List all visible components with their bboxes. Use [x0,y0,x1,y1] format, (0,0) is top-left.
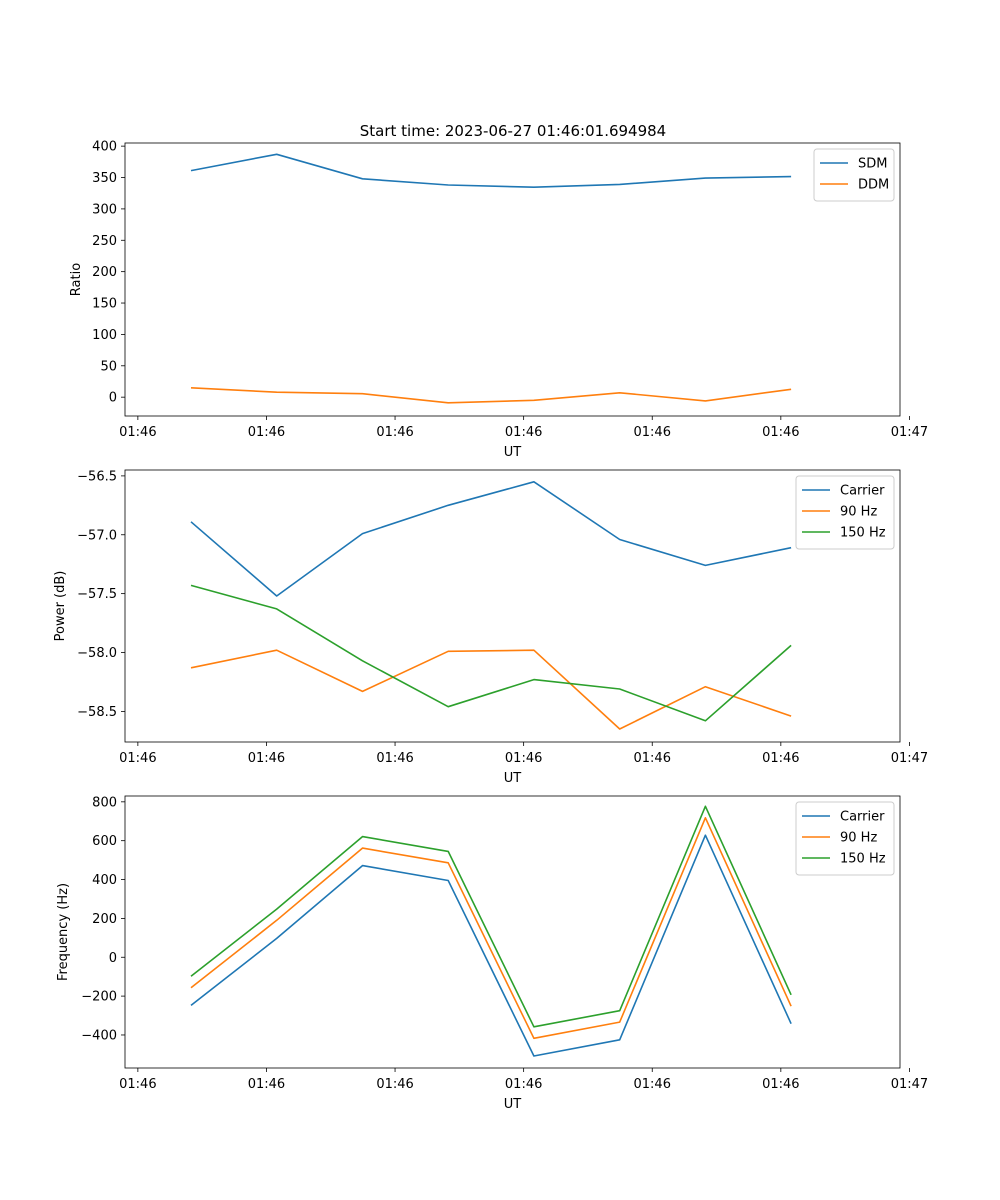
y-tick-label: 800 [92,795,117,810]
y-tick-label: −56.5 [77,469,117,484]
y-tick-label: 0 [109,391,117,406]
x-tick-label: 01:46 [762,751,799,766]
panel-1: 01:46 01:46 01:46 01:46 01:46 01:46 01:47 0 50 10… [69,140,928,460]
legend-label: Carrier [840,810,885,825]
y-tick-label: 250 [92,234,117,249]
legend-box [795,475,895,550]
x-tick-label: 01:46 [376,751,413,766]
series-line-90-hz [190,649,792,730]
x-tick-label: 01:46 [248,1077,285,1092]
y-tick-label: 400 [92,873,117,888]
x-tick-label: 01:47 [891,1077,928,1092]
x-tick-label: 01:47 [891,751,928,766]
x-tick-label: 01:46 [762,425,799,440]
y-tick-label: 200 [92,912,117,927]
legend-label: 90 Hz [840,831,877,846]
x-tick-label: 01:46 [634,1077,671,1092]
axes-frame [124,142,901,417]
y-tick-label: 0 [109,951,117,966]
legend-label: SDM [858,157,887,172]
x-tick-label: 01:46 [376,425,413,440]
series-line-sdm [190,153,792,188]
y-axis-label: Ratio [69,263,84,296]
x-tick-label: 01:46 [505,1077,542,1092]
legend-box [813,148,895,202]
y-tick-label: 100 [92,328,117,343]
y-tick-label: −400 [81,1028,117,1043]
series-line-150-hz [190,805,792,1028]
x-tick-label: 01:46 [505,425,542,440]
legend: Carrier 90 Hz 150 Hz [795,475,895,550]
legend-label: 150 Hz [840,526,886,541]
x-tick-label: 01:46 [376,1077,413,1092]
legend: Carrier 90 Hz 150 Hz [795,801,895,876]
x-tick-label: 01:47 [891,425,928,440]
legend-label: 150 Hz [840,852,886,867]
x-axis-label: UT [504,445,522,460]
y-tick-label: 200 [92,265,117,280]
x-tick-label: 01:46 [634,425,671,440]
panel-3: 01:46 01:46 01:46 01:46 01:46 01:46 01:47 −400 −… [56,795,928,1112]
x-tick-label: 01:46 [119,751,156,766]
legend-label: DDM [858,178,889,193]
x-axis-label: UT [504,771,522,786]
legend-box [795,801,895,876]
axes-frame [124,469,901,743]
legend-label: 90 Hz [840,505,877,520]
x-axis-label: UT [504,1097,522,1112]
x-tick-label: 01:46 [248,751,285,766]
y-tick-label: −200 [81,990,117,1005]
chart-panels: 01:46 01:46 01:46 01:46 01:46 01:46 01:47 0 50 10… [53,140,928,1112]
y-tick-label: −58.5 [77,705,117,720]
y-tick-label: 50 [100,359,117,374]
series-line-ddm [190,387,792,404]
x-tick-label: 01:46 [634,751,671,766]
y-tick-label: 150 [92,297,117,312]
x-tick-label: 01:46 [119,1077,156,1092]
series-line-90-hz [190,816,792,1040]
x-tick-label: 01:46 [762,1077,799,1092]
series-line-150-hz [190,584,792,722]
axes-frame [124,795,901,1069]
y-tick-label: −58.0 [77,646,117,661]
legend: SDM DDM [813,148,895,202]
x-tick-label: 01:46 [119,425,156,440]
y-tick-label: −57.0 [77,528,117,543]
series-line-carrier [190,834,792,1057]
y-tick-label: 350 [92,171,117,186]
y-tick-label: 600 [92,834,117,849]
y-tick-label: 300 [92,202,117,217]
y-axis-label: Frequency (Hz) [56,883,71,981]
panel-2: 01:46 01:46 01:46 01:46 01:46 01:46 01:47 −58.5… [53,469,928,786]
y-axis-label: Power (dB) [53,571,68,642]
x-tick-label: 01:46 [248,425,285,440]
x-tick-label: 01:46 [505,751,542,766]
y-tick-label: −57.5 [77,587,117,602]
legend-label: Carrier [840,484,885,499]
y-tick-label: 400 [92,140,117,155]
series-line-carrier [190,480,792,597]
figure-title: Start time: 2023-06-27 01:46:01.694984 [360,122,666,140]
